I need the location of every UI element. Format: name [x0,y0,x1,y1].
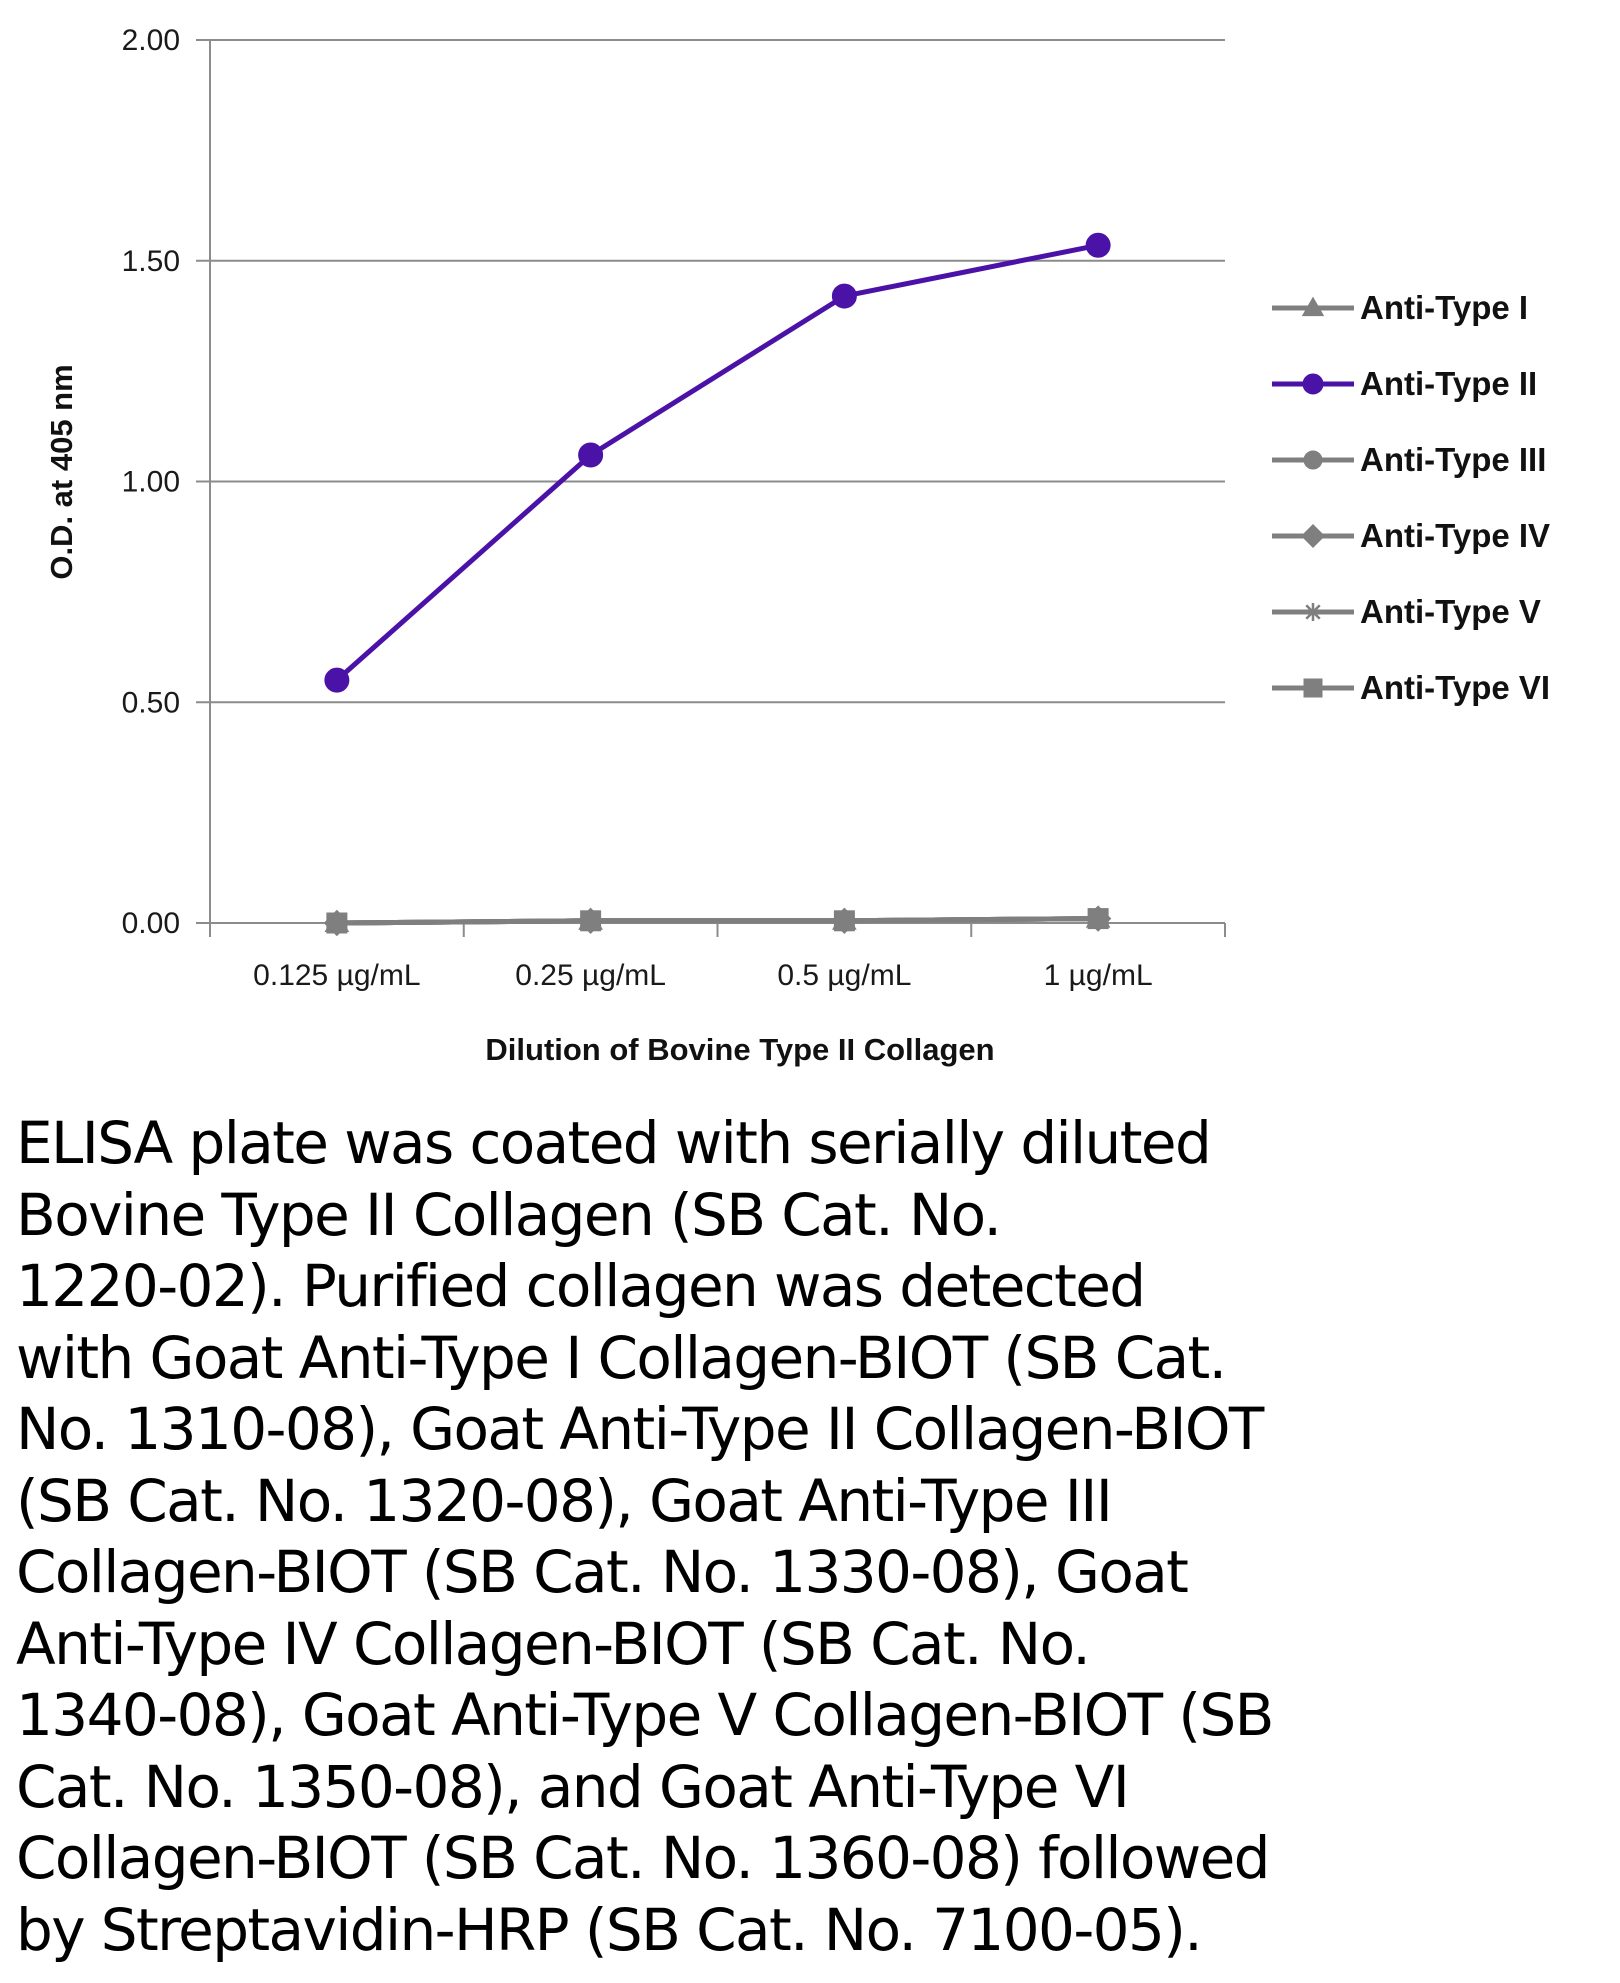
legend-marker [1301,524,1325,548]
legend-item: Anti-Type I [1272,289,1528,326]
y-tick-label: 1.50 [122,245,180,278]
x-tick-label: 0.125 µg/mL [253,959,420,992]
data-point [580,910,602,932]
legend-item: Anti-Type III [1272,441,1546,478]
legend-marker [1302,373,1324,395]
y-tick-label: 0.00 [122,907,180,940]
elisa-line-chart: 0.00 0.50 1.00 1.50 2.00 0.125 µg/mL 0.25 µg/… [44,24,1550,1067]
legend-marker [1304,603,1322,621]
legend-label: Anti-Type IV [1360,517,1550,554]
x-tick-label: 0.5 µg/mL [777,959,911,992]
axes [196,39,1226,937]
legend-label: Anti-Type III [1360,441,1546,478]
legend-label: Anti-Type II [1360,365,1537,402]
data-point [833,910,855,932]
series-anti-type-ii [324,232,1111,693]
legend-label: Anti-Type VI [1360,669,1550,706]
y-tick-label: 0.50 [122,686,180,719]
data-point [1087,908,1109,930]
legend-item: Anti-Type VI [1272,669,1550,706]
gridlines [210,39,1225,704]
legend-marker [1303,678,1323,698]
legend-marker [1301,296,1325,317]
series-line [336,916,1099,926]
series-line [335,242,1099,683]
legend: Anti-Type I Anti-Type II Anti-Type III Anti… [1272,289,1550,706]
series-group [323,232,1112,937]
data-point [324,667,350,693]
legend-marker [1303,450,1323,470]
data-point [578,442,604,468]
y-tick-label: 2.00 [122,24,180,57]
y-tick-labels: 0.00 0.50 1.00 1.50 2.00 [122,24,180,940]
legend-item: Anti-Type V [1272,593,1541,630]
series-anti-type-vi [326,908,1109,934]
data-point [326,912,348,934]
legend-item: Anti-Type II [1272,365,1537,402]
legend-item: Anti-Type IV [1272,517,1550,554]
legend-label: Anti-Type V [1360,593,1541,630]
x-tick-labels: 0.125 µg/mL 0.25 µg/mL 0.5 µg/mL 1 µg/mL [253,959,1152,992]
data-point [831,283,857,309]
data-point [1085,232,1111,258]
x-tick-label: 0.25 µg/mL [515,959,666,992]
figure-caption: ELISA plate was coated with serially dil… [16,1109,1274,1964]
x-tick-label: 1 µg/mL [1044,959,1153,992]
x-axis-title: Dilution of Bovine Type II Collagen [485,1032,994,1067]
legend-label: Anti-Type I [1360,289,1528,326]
y-tick-label: 1.00 [122,466,180,499]
y-axis-title: O.D. at 405 nm [44,364,79,579]
